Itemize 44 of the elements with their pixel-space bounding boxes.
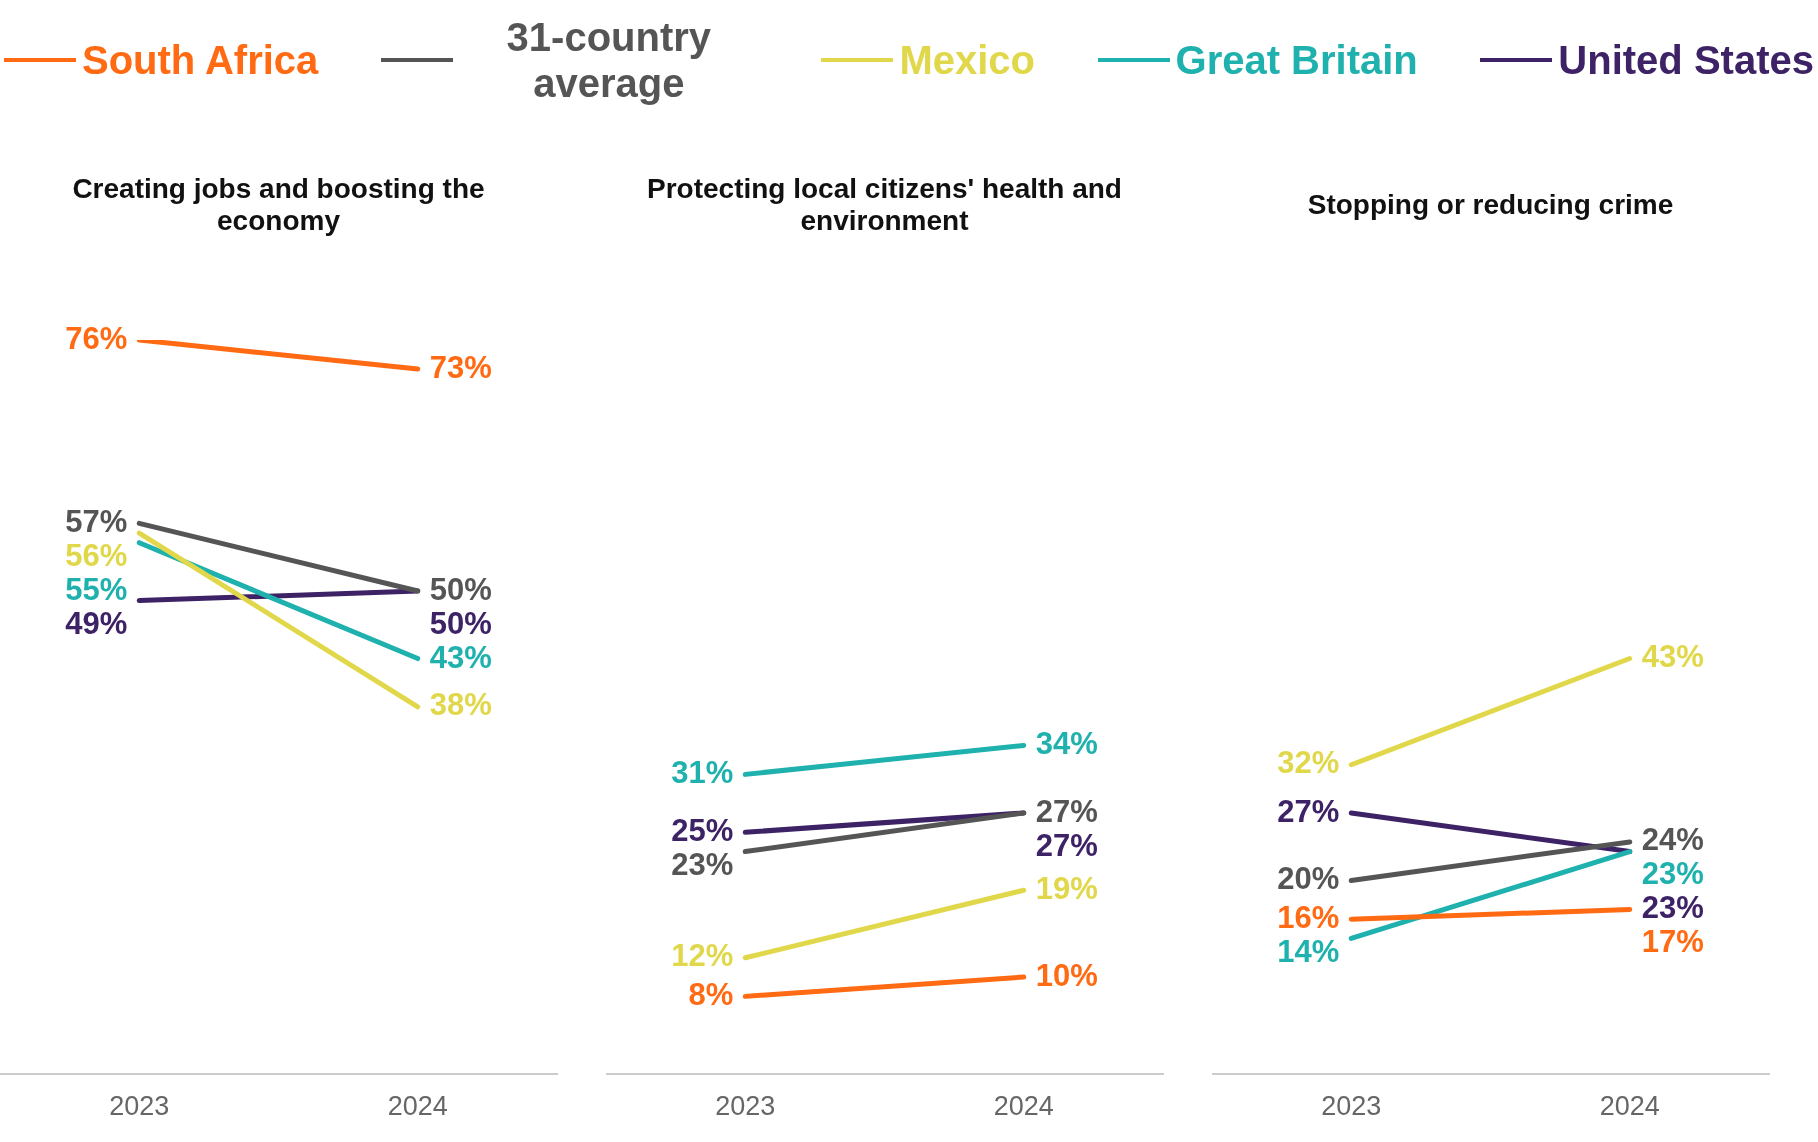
data-label: 20% [1277, 861, 1340, 897]
x-tick-label: 2024 [993, 1091, 1054, 1122]
x-tick-label: 2024 [1599, 1091, 1660, 1122]
data-label: 14% [1277, 933, 1340, 969]
x-tick-label: 2023 [715, 1091, 776, 1122]
data-label: 38% [429, 687, 492, 723]
data-label: 43% [1641, 639, 1704, 675]
data-label: 25% [671, 812, 734, 848]
data-label: 27% [1035, 793, 1098, 829]
legend-label: Great Britain [1175, 37, 1418, 83]
data-label: 27% [1277, 793, 1340, 829]
data-label: 50% [429, 605, 492, 641]
data-label: 43% [429, 639, 492, 675]
legend-label: South Africa [82, 37, 319, 83]
data-label: 76% [65, 320, 128, 356]
legend-label: Mexico [899, 37, 1035, 83]
data-label: 27% [1035, 827, 1098, 863]
data-label: 17% [1641, 924, 1704, 960]
data-label: 34% [1035, 725, 1098, 761]
data-label: 24% [1641, 822, 1704, 858]
chart-title: Protecting local citizens' health and environment [646, 172, 1123, 238]
data-label: 8% [688, 976, 734, 1012]
chart-title: Stopping or reducing crime [1306, 188, 1675, 222]
x-tick-label: 2024 [387, 1091, 448, 1122]
data-label: 12% [671, 938, 734, 974]
data-label: 55% [65, 571, 128, 607]
data-label: 23% [1641, 890, 1704, 926]
data-label: 23% [671, 846, 734, 882]
data-label: 49% [65, 605, 128, 641]
x-tick-label: 2023 [1321, 1091, 1382, 1122]
data-label: 10% [1035, 957, 1098, 993]
data-label: 73% [429, 349, 492, 385]
legend-label: United States [1558, 37, 1814, 83]
data-label: 56% [65, 537, 128, 573]
chart-title: Creating jobs and boosting the economy [71, 172, 486, 238]
data-label: 31% [671, 754, 734, 790]
data-label: 50% [429, 571, 492, 607]
data-label: 23% [1641, 856, 1704, 892]
data-label: 32% [1277, 745, 1340, 781]
data-label: 19% [1035, 870, 1098, 906]
x-tick-label: 2023 [109, 1091, 170, 1122]
legend-label: 31-country average [505, 14, 713, 106]
data-label: 57% [65, 503, 128, 539]
data-label: 16% [1277, 899, 1340, 935]
